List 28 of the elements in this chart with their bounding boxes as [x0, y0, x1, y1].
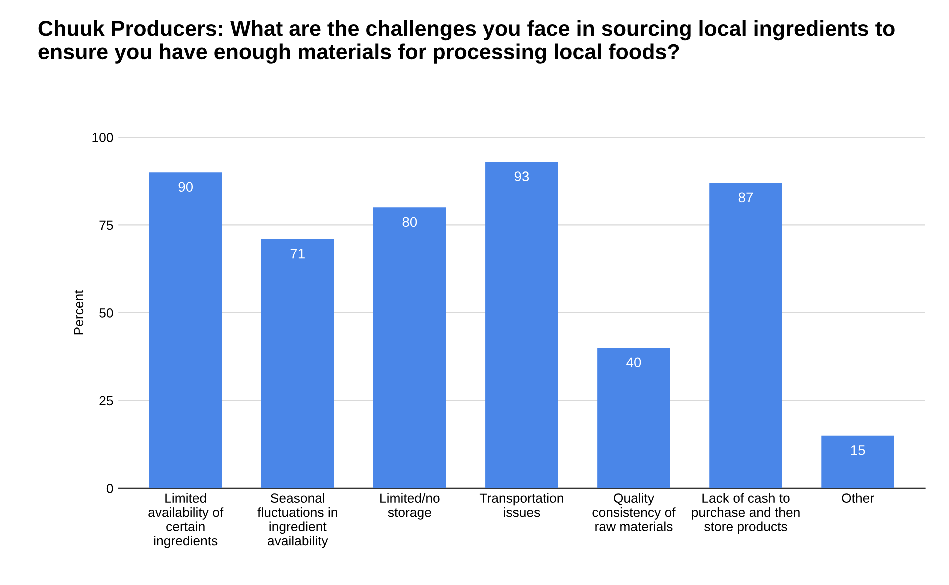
bar	[149, 172, 222, 488]
y-tick-label: 100	[92, 133, 114, 142]
bar	[261, 239, 334, 488]
data-label: 93	[514, 172, 530, 182]
data-label: 71	[290, 249, 305, 259]
data-label: 80	[402, 217, 418, 228]
x-tick-label: Limited/no storage	[380, 493, 440, 520]
bar	[710, 183, 782, 488]
y-tick-label: 25	[100, 396, 114, 406]
bar	[486, 162, 558, 488]
x-tick-label: Limited availability of certain ingredients	[148, 493, 224, 548]
chart-title: Chuuk Producers: What are the challenges you face in sourcing local ingredients to ensure you have enough materials for processing local foods?	[38, 20, 895, 64]
x-tick-label: Quality consistency of raw materials	[592, 493, 676, 532]
data-label: 40	[626, 358, 642, 368]
y-tick-label: 75	[100, 220, 114, 230]
data-label: 90	[178, 182, 194, 192]
bar	[598, 348, 670, 488]
data-label: 15	[851, 446, 866, 456]
x-tick-label: Other	[842, 493, 874, 504]
bar	[822, 436, 894, 488]
y-tick-label: 0	[106, 484, 114, 494]
y-axis-title: Percent	[74, 290, 84, 335]
data-label: 87	[738, 192, 754, 203]
x-tick-label: Seasonal fluctuations in ingredient availability	[258, 493, 338, 548]
x-tick-label: Transportation issues	[480, 493, 564, 518]
y-tick-label: 50	[100, 308, 114, 318]
bar	[374, 208, 446, 488]
x-tick-label: Lack of cash to purchase and then store products	[692, 493, 800, 534]
